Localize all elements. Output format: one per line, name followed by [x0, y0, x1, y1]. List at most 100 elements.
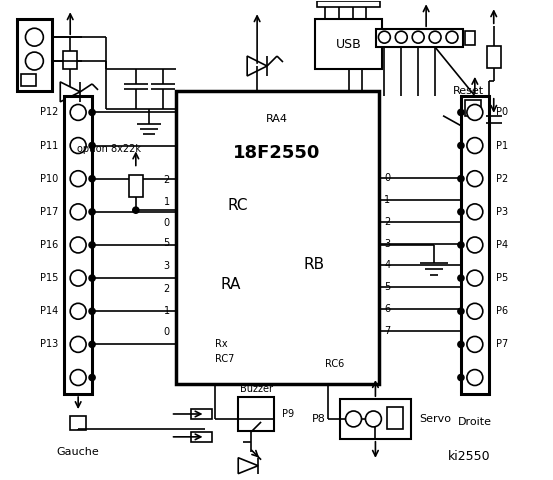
Text: RC7: RC7 [215, 354, 234, 364]
Text: P16: P16 [40, 240, 58, 250]
Circle shape [458, 374, 464, 381]
Circle shape [395, 31, 407, 43]
Text: P2: P2 [495, 174, 508, 184]
Circle shape [412, 31, 424, 43]
Circle shape [89, 242, 95, 248]
Circle shape [458, 176, 464, 181]
Circle shape [467, 270, 483, 286]
Circle shape [70, 105, 86, 120]
Circle shape [89, 308, 95, 314]
Text: Gauche: Gauche [57, 447, 100, 457]
Text: P5: P5 [495, 273, 508, 283]
Text: P9: P9 [282, 409, 294, 419]
Bar [377, 29, 463, 47]
Text: 2: 2 [163, 175, 170, 185]
Circle shape [467, 336, 483, 352]
Text: P1: P1 [495, 141, 508, 151]
Circle shape [70, 204, 86, 220]
Text: P13: P13 [40, 339, 58, 349]
Text: P6: P6 [495, 306, 508, 316]
Circle shape [446, 31, 458, 43]
Circle shape [458, 209, 464, 215]
Bar [315, 19, 382, 69]
Text: 1: 1 [164, 197, 170, 207]
Circle shape [467, 105, 483, 120]
Bar [465, 31, 475, 45]
Text: P14: P14 [40, 306, 58, 316]
Text: USB: USB [336, 37, 362, 51]
Circle shape [89, 341, 95, 348]
Circle shape [467, 237, 483, 253]
Text: ki2550: ki2550 [447, 450, 490, 463]
Text: 6: 6 [384, 304, 390, 314]
Bar [190, 409, 212, 419]
Bar [190, 432, 212, 442]
Text: 5: 5 [384, 282, 390, 292]
Circle shape [467, 370, 483, 385]
Circle shape [89, 374, 95, 381]
Text: 1: 1 [164, 306, 170, 315]
Text: P4: P4 [495, 240, 508, 250]
Circle shape [70, 303, 86, 319]
Text: P3: P3 [495, 207, 508, 217]
Bar [461, 96, 489, 394]
Bar [176, 91, 379, 384]
Bar [387, 407, 403, 429]
Text: Buzzer: Buzzer [239, 384, 273, 394]
Bar [70, 416, 86, 430]
Text: 0: 0 [164, 327, 170, 337]
Text: P11: P11 [40, 141, 58, 151]
Circle shape [467, 171, 483, 187]
Circle shape [70, 171, 86, 187]
Circle shape [70, 270, 86, 286]
Circle shape [458, 341, 464, 348]
Circle shape [89, 143, 95, 148]
Text: P8: P8 [312, 414, 326, 424]
Text: P0: P0 [495, 108, 508, 118]
Circle shape [467, 303, 483, 319]
Text: 7: 7 [384, 325, 390, 336]
Text: RB: RB [304, 257, 325, 272]
Bar [64, 96, 92, 394]
Circle shape [467, 138, 483, 154]
Text: P10: P10 [40, 174, 58, 184]
Circle shape [70, 237, 86, 253]
Text: Reset: Reset [453, 86, 484, 96]
Circle shape [70, 138, 86, 154]
Circle shape [458, 308, 464, 314]
Text: P15: P15 [40, 273, 58, 283]
Bar [238, 397, 274, 431]
Text: RA4: RA4 [266, 114, 288, 124]
Text: 2: 2 [384, 217, 390, 227]
Text: option 8x22k: option 8x22k [77, 144, 141, 154]
Text: 18F2550: 18F2550 [233, 144, 321, 161]
Bar [129, 175, 143, 197]
Circle shape [89, 176, 95, 181]
Circle shape [458, 143, 464, 148]
Text: Droite: Droite [458, 417, 492, 427]
Text: 2: 2 [163, 284, 170, 294]
Circle shape [467, 204, 483, 220]
Circle shape [70, 370, 86, 385]
Bar [63, 51, 77, 69]
Circle shape [458, 109, 464, 115]
Text: P7: P7 [495, 339, 508, 349]
Circle shape [70, 336, 86, 352]
Text: 5: 5 [163, 238, 170, 248]
Text: 3: 3 [384, 239, 390, 249]
Circle shape [25, 28, 43, 46]
Circle shape [133, 207, 139, 213]
Text: RA: RA [220, 277, 241, 292]
Text: 1: 1 [384, 195, 390, 205]
Bar [340, 399, 411, 439]
Circle shape [458, 275, 464, 281]
Bar [17, 19, 53, 91]
Circle shape [89, 109, 95, 115]
Text: 0: 0 [384, 173, 390, 183]
Text: RC6: RC6 [325, 359, 344, 369]
Bar [487, 46, 500, 68]
Text: P17: P17 [40, 207, 58, 217]
Circle shape [89, 209, 95, 215]
Text: RC: RC [227, 198, 248, 213]
Circle shape [366, 411, 382, 427]
